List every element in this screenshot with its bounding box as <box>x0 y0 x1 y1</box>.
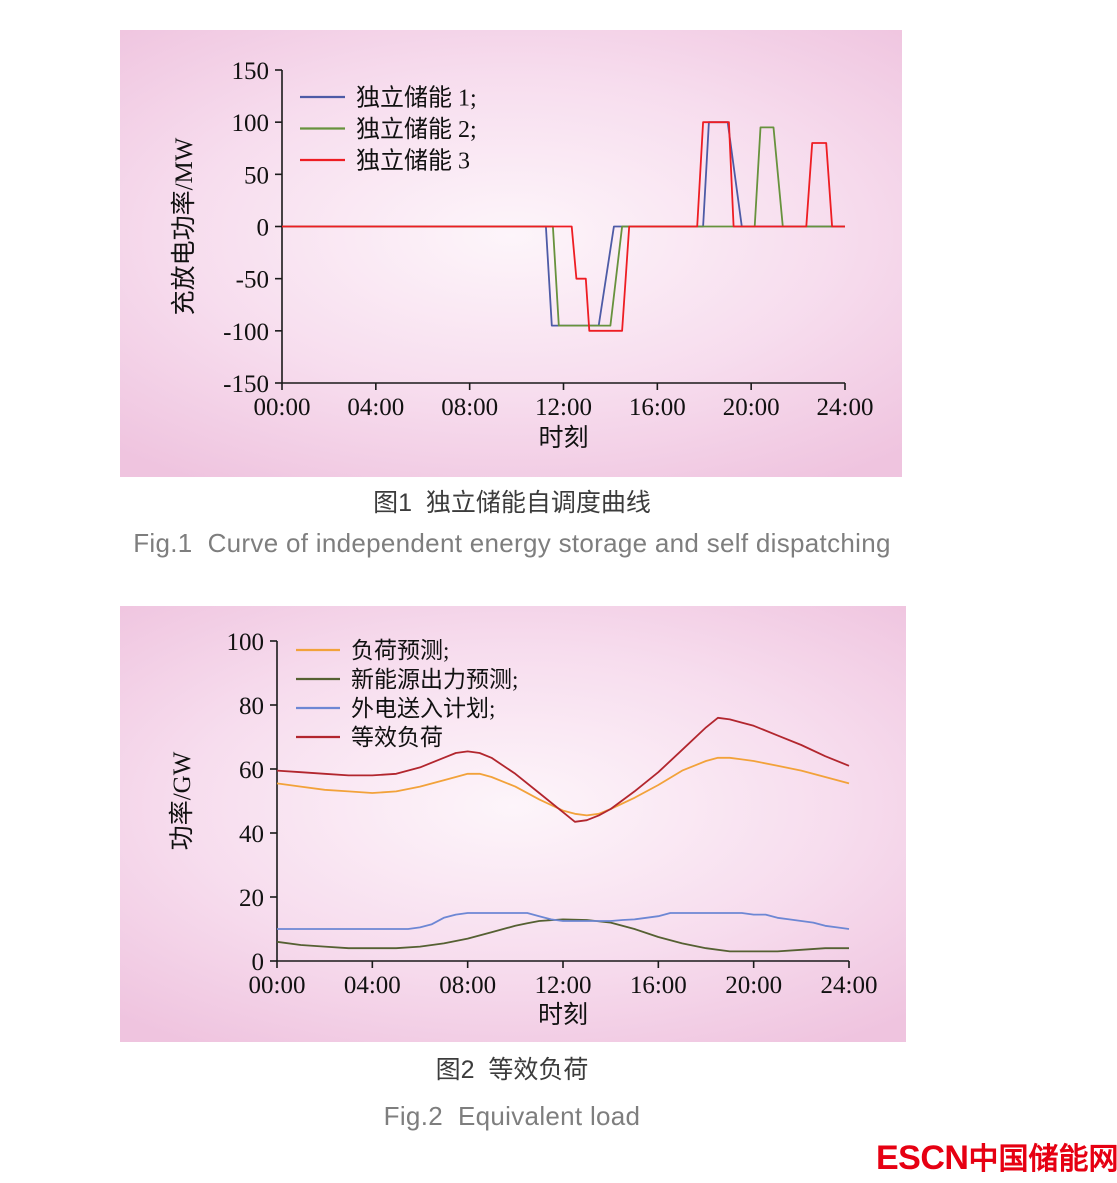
x-tick-label: 04:00 <box>347 394 404 421</box>
x-tick-label: 20:00 <box>723 394 780 421</box>
series-line-4 <box>276 716 850 823</box>
x-tick-label: 12:00 <box>535 972 592 999</box>
legend-label-3: 独立储能 3 <box>356 147 470 174</box>
x-tick-label: 24:00 <box>821 972 878 999</box>
x-tick-label: 20:00 <box>725 972 782 999</box>
escn-logo: ESCN中国储能网 <box>876 1134 1117 1178</box>
figure1-chart-panel: 150 100 50 0 -50 -100 -150 00:00 04:00 08:00 12:00… <box>120 30 902 477</box>
series-line-3 <box>277 912 850 930</box>
legend-label-3: 外电送入计划; <box>351 696 495 721</box>
y-tick-label: 150 <box>232 58 270 85</box>
x-axis-title: 时刻 <box>538 1001 588 1029</box>
y-tick-label: 50 <box>244 162 269 189</box>
x-tick-label: 16:00 <box>629 394 686 421</box>
y-tick-label: 40 <box>239 821 264 848</box>
y-tick-label: 60 <box>239 757 264 784</box>
y-tick-label: -50 <box>236 267 269 294</box>
x-tick-label: 00:00 <box>254 394 311 421</box>
y-tick-label: 0 <box>257 215 270 242</box>
y-tick-label: -150 <box>223 371 269 398</box>
x-axis-title: 时刻 <box>538 424 588 452</box>
y-tick-label: 100 <box>227 629 265 656</box>
x-tick-label: 04:00 <box>344 972 401 999</box>
x-tick-label: 24:00 <box>817 394 874 421</box>
legend-label-4: 等效负荷 <box>351 725 443 750</box>
x-tick-label: 16:00 <box>630 972 687 999</box>
figure2-chart-panel: 100 80 60 40 20 0 00:00 04:00 08:00 12:00 16:00 20:… <box>120 606 906 1042</box>
x-tick-label: 12:00 <box>535 394 592 421</box>
y-axis-title: 功率/GW <box>168 751 196 850</box>
escn-logo-site-name: 中国储能网 <box>968 1143 1117 1176</box>
y-tick-label: 80 <box>239 693 264 720</box>
legend-label-1: 独立储能 1; <box>356 84 477 111</box>
y-tick-label: 0 <box>252 949 265 976</box>
legend-label-2: 新能源出力预测; <box>351 667 518 692</box>
series-line-1 <box>276 756 850 817</box>
figure1-caption-en: Fig.1 Curve of independent energy storag… <box>133 528 891 558</box>
x-tick-label: 08:00 <box>439 972 496 999</box>
figure1-caption-zh: 图1 独立储能自调度曲线 <box>373 489 651 517</box>
escn-logo-text: ESCN <box>876 1139 969 1177</box>
legend-label-2: 独立储能 2; <box>356 116 477 143</box>
x-tick-label: 00:00 <box>249 972 306 999</box>
legend-label-1: 负荷预测; <box>351 638 449 663</box>
y-tick-label: -100 <box>223 319 269 346</box>
y-tick-label: 20 <box>239 885 264 912</box>
y-axis-title: 充放电功率/MW <box>170 137 198 315</box>
y-tick-label: 100 <box>232 110 270 137</box>
series-line-3 <box>282 121 845 332</box>
figure2-caption-en: Fig.2 Equivalent load <box>383 1101 641 1131</box>
series-line-2 <box>276 918 849 953</box>
figure2-chart: 100 80 60 40 20 000:00 04:00 08:00 12:00 16:00 20:… <box>168 629 878 1029</box>
figure2-caption-zh: 图2 等效负荷 <box>435 1056 589 1084</box>
x-tick-label: 08:00 <box>441 394 498 421</box>
